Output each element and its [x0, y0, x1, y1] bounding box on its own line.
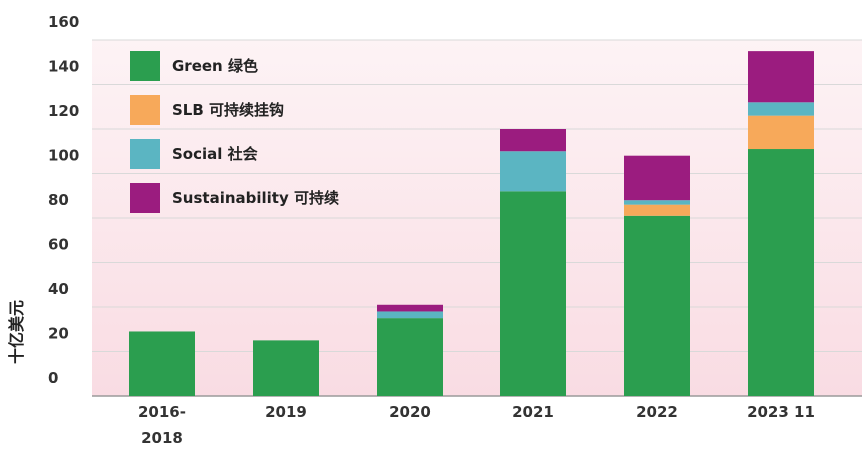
bar-segment: [748, 102, 814, 116]
bar-segment: [500, 151, 566, 192]
legend-label: Green 绿色: [172, 57, 258, 75]
bar-segment: [377, 318, 443, 396]
x-axis-ticks: 2016- 2018 2019 2020 2021 2022 2023 11: [138, 403, 815, 447]
bar-segment: [253, 340, 319, 396]
legend-swatch: [130, 51, 160, 81]
bar-segment: [748, 51, 814, 103]
y-tick-label: 100: [48, 147, 79, 165]
bar-segment: [500, 129, 566, 152]
legend-swatch: [130, 95, 160, 125]
bar-segment: [377, 304, 443, 312]
y-axis-ticks: 0 20 40 60 80 100 120 140 160: [48, 13, 79, 387]
bar-segment: [624, 155, 690, 201]
bar-segment: [500, 191, 566, 396]
y-tick-label: 60: [48, 236, 69, 254]
y-tick-label: 0: [48, 369, 58, 387]
y-tick-label: 140: [48, 58, 79, 76]
y-tick-label: 120: [48, 102, 79, 120]
x-tick-label: 2023 11: [747, 403, 815, 421]
y-axis-label: 十亿美元: [7, 300, 26, 364]
x-tick-label: 2019: [265, 403, 307, 421]
y-tick-label: 160: [48, 13, 79, 31]
y-tick-label: 40: [48, 280, 69, 298]
x-tick-label: 2018: [141, 429, 183, 447]
bar-segment: [748, 149, 814, 396]
bar-segment: [624, 204, 690, 216]
legend-swatch: [130, 183, 160, 213]
legend-label: SLB 可持续挂钩: [172, 101, 284, 119]
bar-segment: [748, 115, 814, 150]
bar-segment: [377, 311, 443, 319]
x-tick-label: 2020: [389, 403, 431, 421]
x-tick-label: 2022: [636, 403, 678, 421]
x-tick-label: 2016-: [138, 403, 186, 421]
x-tick-label: 2021: [512, 403, 554, 421]
y-tick-label: 20: [48, 325, 69, 343]
bar-segment: [129, 331, 195, 396]
legend: Green 绿色 SLB 可持续挂钩 Social 社会 Sustainability…: [130, 51, 339, 213]
legend-label: Social 社会: [172, 145, 258, 163]
y-tick-label: 80: [48, 191, 69, 209]
bar-segment: [624, 215, 690, 396]
bar-segment: [624, 200, 690, 205]
legend-swatch: [130, 139, 160, 169]
bars: [129, 51, 814, 396]
legend-label: Sustainability 可持续: [172, 189, 339, 207]
gridlines: [92, 39, 862, 397]
